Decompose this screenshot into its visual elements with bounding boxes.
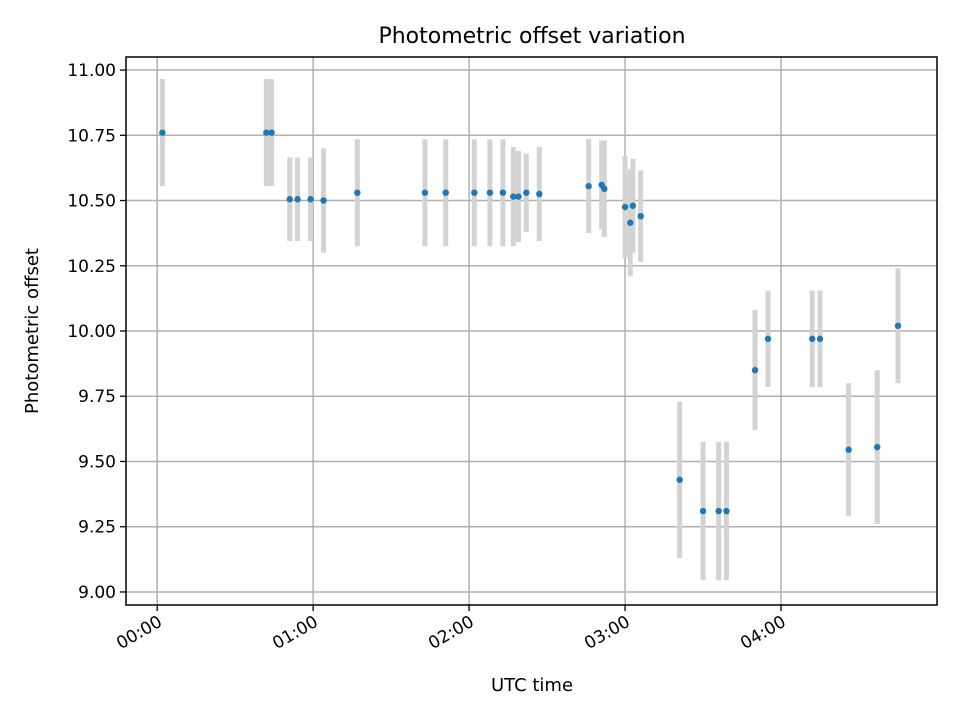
grid [126,57,937,605]
data-point [515,193,522,200]
data-point [263,129,270,136]
x-tick-label: 04:00 [737,612,789,654]
y-tick-label: 10.75 [67,126,116,146]
error-bars [159,79,901,581]
data-point [874,443,881,451]
data-point [676,476,683,483]
y-tick-label: 9.75 [78,387,116,407]
data-point [320,197,327,204]
data-point [294,196,301,203]
y-tick-label: 11.00 [67,61,116,81]
data-point [471,189,478,196]
data-point [421,189,429,196]
data-point [627,219,634,226]
data-point [894,322,902,329]
data-point [585,182,592,190]
y-tick-label: 10.50 [67,192,116,212]
data-point [715,507,722,515]
data-point [764,335,772,343]
y-tick-label: 9.50 [78,452,116,472]
x-tick-label: 03:00 [581,612,633,654]
y-tick-label: 10.25 [67,257,116,277]
x-tick-label: 02:00 [425,612,477,654]
data-point [536,190,543,198]
x-axis-label: UTC time [491,675,573,696]
data-point [442,189,449,196]
x-axis-ticks: 00:00 01:00 02:00 03:00 04:00 [113,605,790,654]
data-point [354,189,361,196]
x-tick-label: 00:00 [113,612,165,654]
data-point [845,446,852,453]
y-tick-label: 9.00 [78,583,116,603]
data-point [809,335,816,343]
data-point [499,189,507,196]
y-tick-label: 10.00 [67,322,116,342]
data-point [268,129,275,136]
data-point [510,193,517,200]
y-axis-ticks: 9.00 9.25 9.50 9.75 10.00 10.25 10.50 10.75 11.0… [67,61,126,603]
data-point [307,196,314,203]
data-point [723,507,730,515]
data-points [159,129,902,515]
data-point [601,185,608,192]
data-point [286,196,293,203]
data-point [637,212,644,220]
data-point [699,507,707,515]
chart-title: Photometric offset variation [378,24,685,49]
y-axis-label: Photometric offset [22,248,43,414]
data-point [159,129,166,136]
data-point [486,189,494,196]
y-tick-label: 9.25 [78,518,116,538]
data-point [751,366,759,374]
data-point [621,203,629,211]
data-point [629,202,637,209]
data-point [523,189,530,196]
data-point [816,335,824,343]
x-tick-label: 01:00 [269,612,321,654]
